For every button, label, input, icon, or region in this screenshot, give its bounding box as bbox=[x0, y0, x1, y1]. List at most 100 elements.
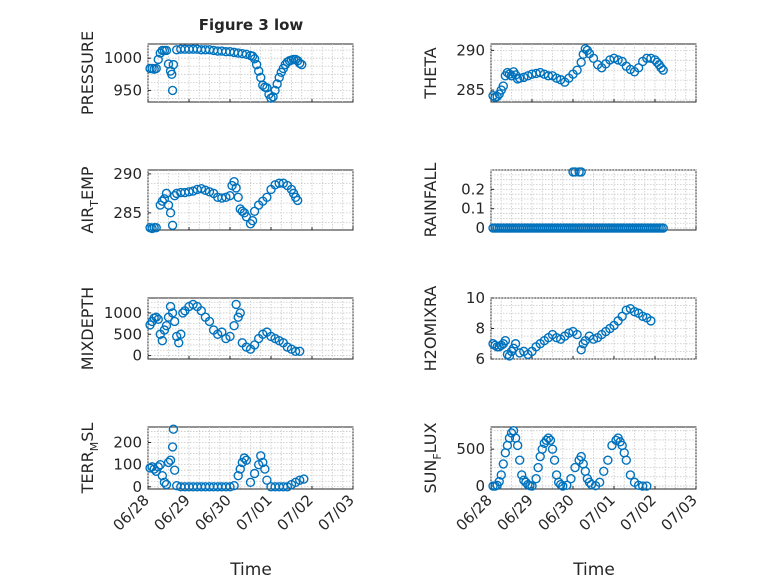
x-tick-label: 06/30 bbox=[535, 491, 578, 534]
data-point bbox=[249, 340, 260, 350]
data-point bbox=[646, 316, 656, 326]
data-point bbox=[165, 301, 176, 312]
data-point bbox=[167, 220, 178, 231]
subplot-mixdepth: 0 500 1000 MIXDEPTH bbox=[78, 287, 354, 370]
data-point bbox=[167, 442, 178, 452]
data-point bbox=[167, 308, 178, 318]
data-point bbox=[656, 63, 666, 73]
data-point bbox=[299, 474, 309, 484]
y-axis-label: TERRMSL bbox=[78, 423, 101, 495]
x-tick-label: 06/29 bbox=[494, 491, 537, 534]
data-point bbox=[295, 58, 305, 69]
x-tick-label: 07/01 bbox=[576, 491, 619, 534]
y-axis-label: RAINFALL bbox=[421, 163, 440, 238]
data-point bbox=[512, 440, 523, 451]
data-point bbox=[611, 435, 621, 445]
x-tick-label: 06/29 bbox=[151, 491, 194, 534]
data-point bbox=[508, 343, 519, 354]
data-point bbox=[200, 185, 211, 195]
data-point bbox=[547, 444, 558, 454]
data-point bbox=[494, 476, 504, 487]
y-tick-label: 0.2 bbox=[461, 180, 485, 198]
data-point bbox=[498, 459, 508, 469]
y-axis-label: SUNFLUX bbox=[421, 422, 444, 493]
data-point bbox=[225, 482, 235, 492]
data-point bbox=[151, 312, 161, 322]
y-tick-label: 290 bbox=[456, 41, 485, 59]
data-point bbox=[588, 53, 599, 64]
y-tick-label: 0.1 bbox=[461, 200, 485, 218]
data-point bbox=[262, 83, 272, 93]
y-tick-label: 285 bbox=[113, 204, 142, 222]
data-point bbox=[262, 192, 272, 202]
data-point bbox=[161, 188, 172, 199]
data-point bbox=[245, 477, 256, 488]
data-point bbox=[254, 66, 264, 76]
data-point bbox=[603, 455, 613, 465]
y-tick-label: 500 bbox=[113, 325, 142, 343]
data-point bbox=[515, 455, 525, 465]
subplot-air-temp: 285 290 AIRTEMP bbox=[78, 165, 354, 234]
data-point bbox=[533, 462, 543, 473]
data-point bbox=[231, 299, 241, 310]
x-axis-label-left: Time bbox=[229, 560, 272, 580]
data-point bbox=[165, 455, 176, 465]
data-point bbox=[231, 183, 241, 193]
data-point bbox=[241, 49, 252, 60]
x-tick-label: 07/02 bbox=[617, 491, 660, 534]
data-point bbox=[258, 457, 268, 468]
data-point bbox=[241, 455, 252, 465]
data-point bbox=[576, 345, 586, 355]
data-point bbox=[504, 433, 515, 443]
x-tick-label: 06/28 bbox=[453, 491, 496, 534]
data-point bbox=[658, 65, 668, 75]
data-point bbox=[174, 338, 184, 348]
x-tick-label: 07/01 bbox=[233, 491, 276, 534]
data-point bbox=[229, 176, 239, 187]
data-point bbox=[161, 45, 172, 56]
data-point bbox=[151, 63, 161, 74]
subplot-rainfall: 00.1 0.2 RAINFALL bbox=[421, 163, 697, 238]
data-point bbox=[157, 335, 168, 346]
data-point bbox=[235, 308, 245, 318]
data-point bbox=[256, 451, 266, 461]
data-point bbox=[168, 59, 179, 70]
x-axis-label-right: Time bbox=[572, 560, 615, 580]
data-point bbox=[625, 470, 636, 480]
data-point bbox=[586, 479, 597, 490]
data-point bbox=[239, 453, 250, 463]
y-tick-label: 290 bbox=[113, 165, 142, 183]
data-point bbox=[496, 470, 506, 480]
y-tick-label: 1000 bbox=[104, 304, 142, 322]
data-point bbox=[266, 93, 276, 103]
data-point bbox=[642, 481, 652, 491]
y-tick-label: 950 bbox=[113, 81, 142, 99]
x-tick-label: 07/03 bbox=[658, 491, 701, 534]
data-point bbox=[638, 311, 648, 321]
data-point bbox=[217, 327, 227, 337]
y-tick-label: 0 bbox=[475, 477, 485, 495]
data-point bbox=[297, 59, 307, 70]
data-point bbox=[517, 470, 527, 480]
data-point bbox=[633, 63, 644, 73]
data-point bbox=[167, 85, 178, 96]
data-point bbox=[572, 65, 582, 75]
data-point bbox=[161, 321, 172, 331]
data-point bbox=[551, 73, 562, 83]
data-point bbox=[492, 91, 502, 102]
data-point bbox=[535, 67, 545, 78]
data-point bbox=[229, 321, 239, 331]
y-tick-label: 10 bbox=[466, 289, 485, 307]
data-point bbox=[163, 457, 174, 468]
data-point bbox=[545, 435, 556, 445]
data-point bbox=[247, 51, 258, 61]
data-point bbox=[229, 480, 239, 491]
y-axis-label: PRESSURE bbox=[78, 31, 97, 115]
data-point bbox=[537, 444, 547, 454]
data-point bbox=[541, 435, 552, 445]
data-point bbox=[556, 479, 566, 490]
y-tick-label: 8 bbox=[475, 320, 485, 338]
y-tick-label: 500 bbox=[456, 440, 485, 458]
